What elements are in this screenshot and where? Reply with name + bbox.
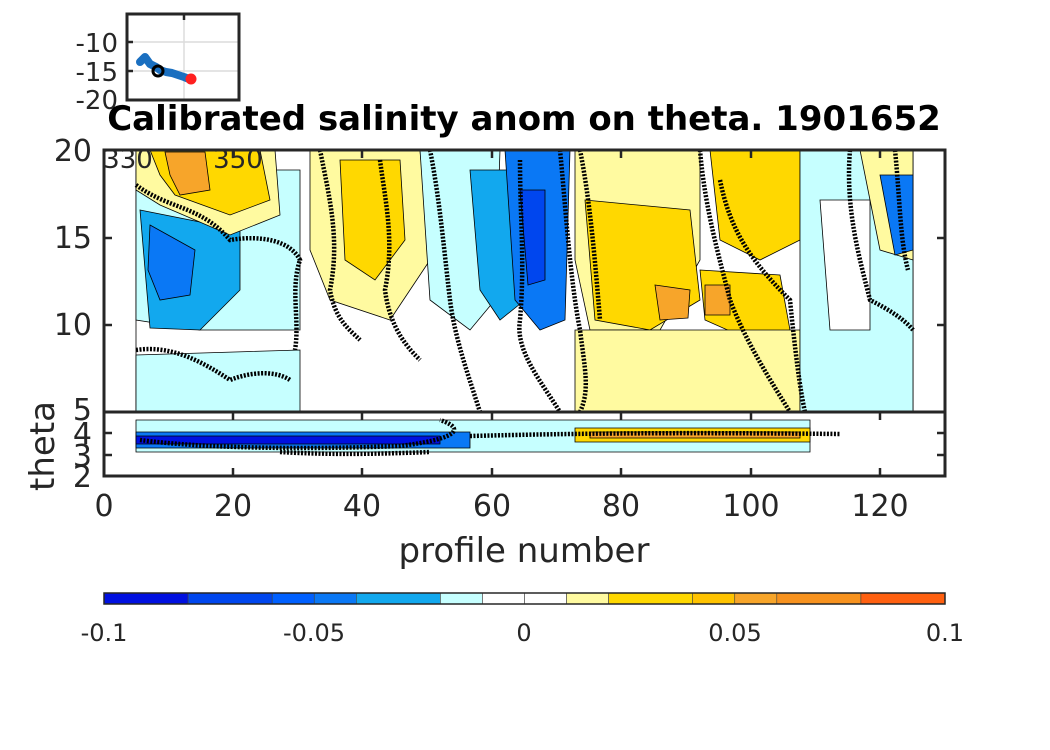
colorbar-segment xyxy=(103,592,189,605)
y-tick-label: 5 xyxy=(73,393,92,428)
colorbar-segment xyxy=(566,592,609,605)
colorbar-segment xyxy=(692,592,736,605)
contour-fills xyxy=(135,149,914,453)
x-tick-label: 120 xyxy=(851,489,908,524)
zero-contour xyxy=(469,430,841,439)
zero-contour xyxy=(139,417,457,451)
zero-contour xyxy=(134,183,303,351)
colorbar-segment xyxy=(860,592,946,605)
colorbar-segment xyxy=(313,592,357,605)
contour-region xyxy=(135,349,301,413)
contour-region xyxy=(519,189,546,286)
colorbar-segment xyxy=(776,592,862,605)
colorbar-tick-label: 0 xyxy=(516,619,531,647)
colorbar-segment xyxy=(524,592,567,605)
end-position-marker xyxy=(185,73,197,85)
y-axis-label: theta xyxy=(23,401,63,491)
contour-region xyxy=(819,199,871,331)
colorbar-segment xyxy=(608,592,693,605)
inset-y-tick-label: -15 xyxy=(76,58,118,88)
colorbar-tick-label: -0.05 xyxy=(283,619,345,647)
colorbar-segment xyxy=(187,592,273,605)
inset-y-tick-label: -10 xyxy=(76,29,118,59)
zero-contour xyxy=(557,149,589,413)
zero-contour xyxy=(846,149,915,332)
x-tick-label: 80 xyxy=(602,489,640,524)
contour-region xyxy=(654,284,691,321)
contour-region xyxy=(147,224,196,301)
y-tick-label: 20 xyxy=(54,134,92,169)
colorbar-segment xyxy=(482,592,525,605)
chart-title: Calibrated salinity anom on theta. 19016… xyxy=(107,99,941,139)
zero-contour xyxy=(279,449,431,457)
contour-region xyxy=(135,435,441,445)
zero-contour xyxy=(135,346,292,383)
colorbar-tick-label: -0.1 xyxy=(81,619,128,647)
zero-contour xyxy=(427,149,483,413)
colorbar-frame xyxy=(103,592,946,605)
contour-region xyxy=(164,151,211,196)
zero-contour xyxy=(577,149,603,321)
zero-contour xyxy=(377,159,422,362)
y-tick-label: 4 xyxy=(73,417,92,452)
contour-region xyxy=(879,174,914,256)
contour-region xyxy=(339,159,406,281)
zero-contour xyxy=(517,159,562,414)
y-tick-label: 15 xyxy=(54,221,92,256)
x-axis-label: profile number xyxy=(399,531,650,571)
colorbar-segment xyxy=(440,592,483,605)
y-tick-label: 2 xyxy=(73,460,92,495)
inset-x-tick-label: 350 xyxy=(213,145,263,175)
inset-y-tick-label: -20 xyxy=(76,86,118,116)
colorbar-segment xyxy=(355,592,441,605)
colorbar-tick-label: 0.1 xyxy=(926,619,964,647)
lower-axes-frame xyxy=(102,410,947,478)
zero-contour-lines xyxy=(134,149,915,457)
contour-region xyxy=(704,284,731,316)
inset-x-tick-label: 330 xyxy=(103,145,153,175)
zero-contour xyxy=(697,149,792,414)
y-tick-label: 3 xyxy=(73,439,92,474)
x-tick-label: 40 xyxy=(343,489,381,524)
x-tick-label: 100 xyxy=(722,489,779,524)
zero-contour xyxy=(892,149,911,271)
colorbar xyxy=(103,592,946,605)
x-tick-label: 0 xyxy=(94,489,113,524)
x-tick-label: 60 xyxy=(473,489,511,524)
colorbar-segment xyxy=(734,592,778,605)
axis-ticks xyxy=(102,148,945,478)
colorbar-segment xyxy=(271,592,315,605)
x-tick-label: 20 xyxy=(214,489,252,524)
zero-contour xyxy=(317,149,362,342)
start-position-marker xyxy=(151,64,165,78)
zero-contour xyxy=(717,179,808,413)
y-tick-label: 10 xyxy=(54,308,92,343)
inset-map: -10 -15 -20 330 350 xyxy=(76,12,263,175)
colorbar-tick-label: 0.05 xyxy=(708,619,761,647)
